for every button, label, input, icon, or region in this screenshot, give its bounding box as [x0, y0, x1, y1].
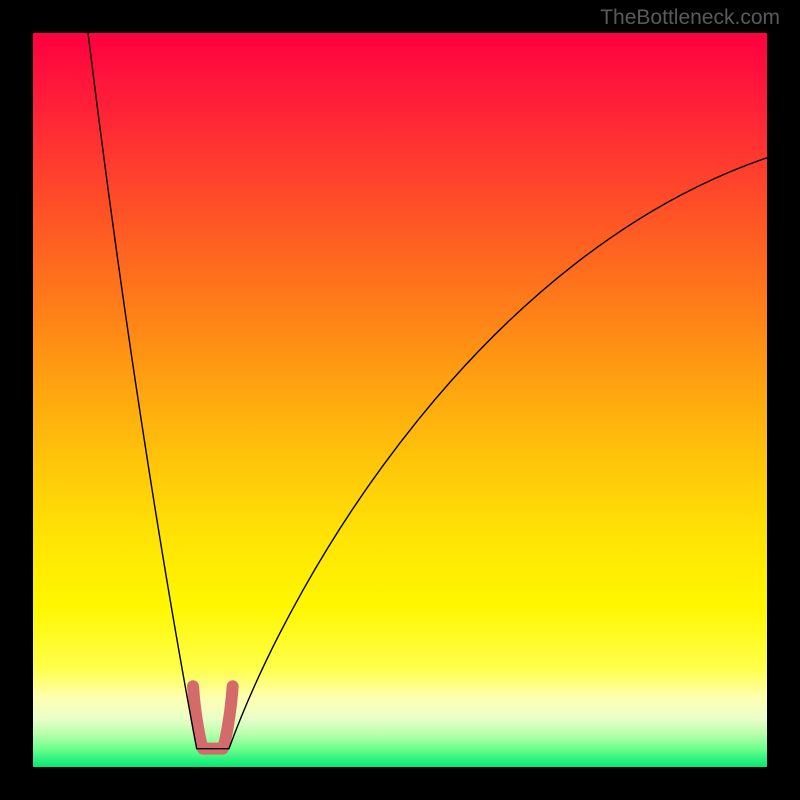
plot-area	[33, 33, 767, 767]
chart-svg	[0, 0, 800, 800]
watermark-text: TheBottleneck.com	[600, 6, 780, 30]
chart-stage: TheBottleneck.com	[0, 0, 800, 800]
